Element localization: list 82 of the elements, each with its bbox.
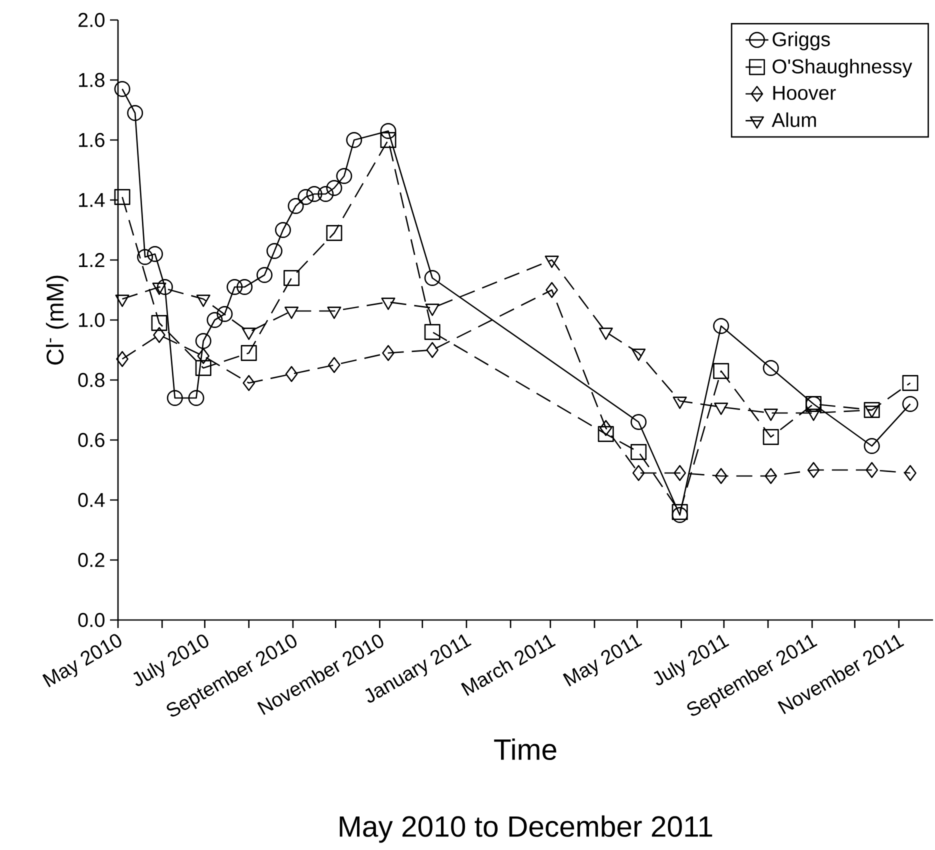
point — [904, 465, 916, 482]
point — [546, 282, 558, 298]
point — [166, 390, 183, 406]
point — [713, 363, 730, 380]
point — [195, 333, 212, 350]
point — [902, 396, 918, 412]
y-tick-label: 2.0 — [78, 12, 104, 28]
point — [306, 186, 322, 202]
point — [674, 465, 686, 482]
point — [630, 414, 647, 430]
y-tick-label: 1.4 — [79, 193, 105, 207]
point — [284, 270, 300, 286]
point — [714, 468, 728, 484]
point — [426, 342, 439, 358]
point — [713, 318, 730, 334]
point — [242, 375, 256, 392]
point — [288, 198, 304, 214]
point — [153, 326, 166, 344]
point — [216, 306, 233, 322]
point — [226, 279, 243, 296]
point — [864, 402, 880, 418]
point — [114, 188, 130, 205]
point — [762, 360, 779, 376]
point — [285, 366, 298, 382]
y-tick-label: 1.6 — [79, 132, 104, 148]
point — [206, 312, 223, 328]
point — [256, 266, 273, 284]
point — [382, 344, 394, 362]
point — [672, 504, 688, 520]
legend-label: O'Shaughnessy — [772, 58, 912, 78]
point — [346, 132, 362, 148]
point — [156, 279, 173, 296]
point — [318, 186, 334, 202]
point — [864, 438, 880, 454]
point — [116, 350, 128, 368]
point — [240, 344, 257, 362]
legend-label: Alum — [772, 112, 816, 128]
point — [114, 80, 130, 98]
legend-label: Hoover — [773, 86, 836, 100]
point — [127, 104, 144, 122]
y-tick-label: 1.2 — [79, 253, 104, 267]
x-tick-label: May 2011 — [562, 634, 642, 686]
text: May 2010 to December 2011 — [340, 815, 712, 843]
y-tick-label: 0.2 — [78, 552, 104, 568]
point — [326, 224, 342, 242]
point — [195, 360, 212, 376]
point — [630, 444, 647, 460]
point — [672, 507, 688, 524]
point — [764, 468, 778, 484]
point — [326, 180, 342, 196]
point — [328, 357, 340, 374]
point — [274, 222, 291, 238]
legend-label: Griggs — [772, 32, 830, 50]
y-tick-label: 1.0 — [79, 312, 104, 328]
point — [424, 270, 440, 286]
point — [197, 348, 210, 364]
point — [137, 248, 154, 266]
point — [336, 168, 352, 184]
y-tick-label: 0.4 — [78, 492, 105, 508]
point — [146, 246, 163, 262]
point — [236, 279, 253, 296]
point — [632, 465, 645, 482]
y-tick-label: 0.0 — [78, 612, 104, 628]
y-axis-title: Cl$^{-}$ (mM) — [46, 276, 68, 365]
x-tick-label: May 2010 — [42, 634, 122, 688]
point — [424, 324, 440, 340]
x-axis-title: Time — [494, 738, 556, 760]
point — [807, 462, 820, 478]
point — [380, 132, 396, 148]
point — [151, 315, 168, 331]
point — [266, 242, 282, 260]
point — [380, 122, 396, 140]
y-tick-label: 1.8 — [79, 72, 104, 88]
point — [188, 390, 204, 406]
point — [866, 462, 878, 478]
point — [598, 426, 614, 442]
point — [762, 428, 779, 446]
point — [600, 420, 612, 436]
point — [902, 375, 918, 392]
y-tick-label: 0.8 — [78, 372, 104, 388]
point — [298, 188, 314, 205]
y-tick-label: 0.6 — [78, 432, 104, 448]
